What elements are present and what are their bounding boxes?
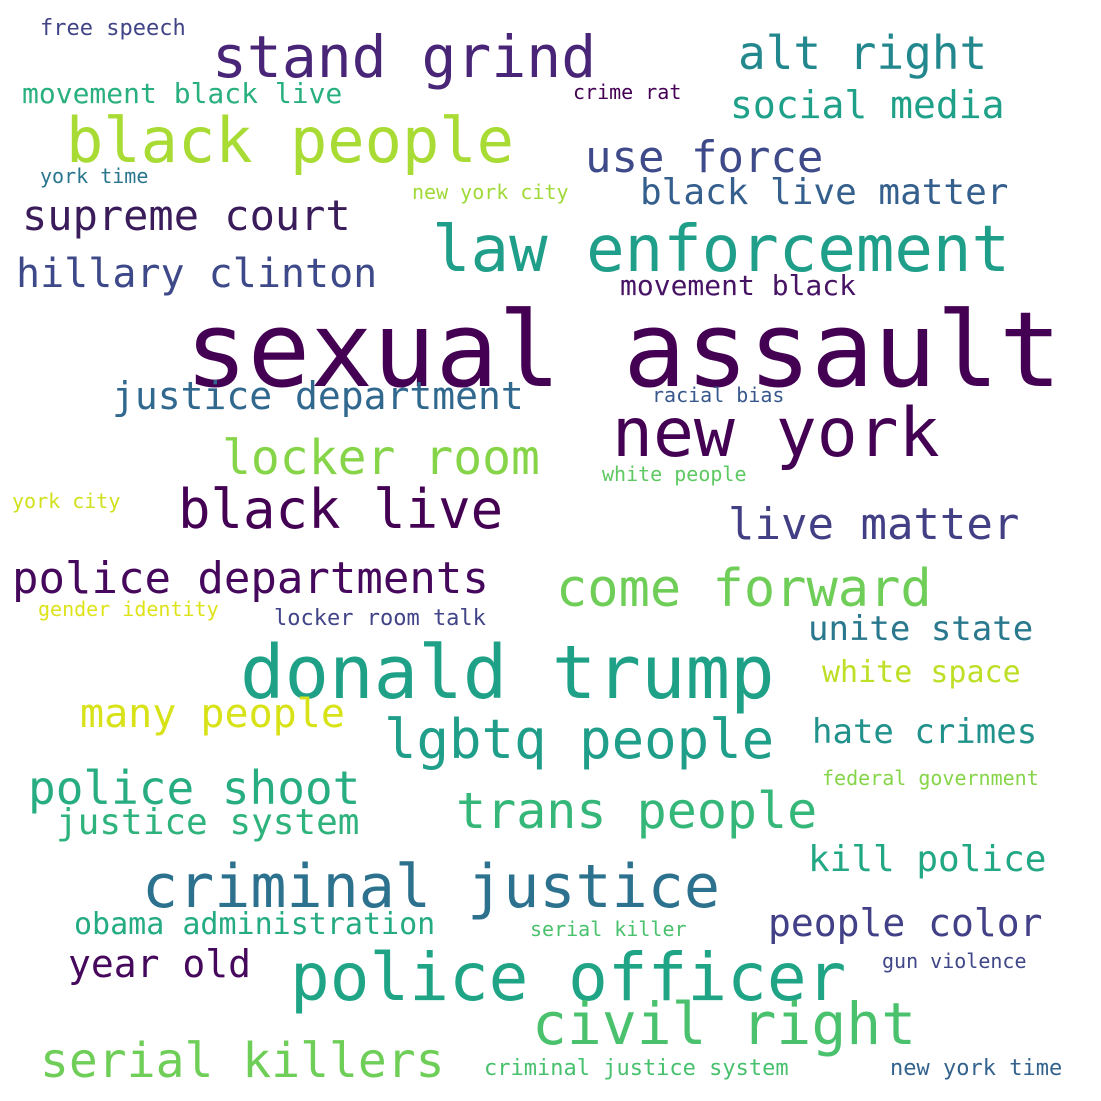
word-sexual-assault: sexual assault [185, 289, 1062, 411]
word-serial-killers: serial killers [40, 1033, 445, 1089]
word-police-officer: police officer [290, 939, 847, 1016]
word-law-enforcement: law enforcement [432, 213, 1010, 287]
word-year-old: year old [68, 942, 252, 986]
word-obama-administration: obama administration [74, 907, 436, 942]
word-alt-right: alt right [738, 26, 988, 80]
word-gender-identity: gender identity [38, 597, 219, 621]
word-hate-crimes: hate crimes [812, 712, 1038, 752]
word-movement-black-live: movement black live [22, 77, 343, 110]
word-free-speech: free speech [40, 16, 186, 41]
word-new-york-city: new york city [412, 180, 569, 204]
word-new-york: new york [612, 394, 940, 473]
word-people-color: people color [768, 901, 1043, 945]
word-white-space: white space [822, 655, 1021, 690]
word-civil-right: civil right [532, 990, 917, 1058]
word-use-force: use force [585, 132, 824, 183]
word-trans-people: trans people [456, 782, 818, 840]
word-criminal-justice: criminal justice [142, 852, 720, 922]
word-movement-black: movement black [620, 269, 857, 302]
word-york-city: york city [12, 489, 121, 513]
word-justice-system: justice system [56, 802, 360, 843]
word-supreme-court: supreme court [22, 191, 351, 240]
word-lgbtq-people: lgbtq people [384, 708, 775, 771]
word-white-people: white people [602, 462, 747, 486]
word-criminal-justice-system: criminal justice system [484, 1056, 789, 1081]
word-new-york-time: new york time [890, 1056, 1063, 1081]
word-black-live-matter: black live matter [640, 172, 1009, 213]
word-come-forward: come forward [556, 559, 932, 619]
word-stand-grind: stand grind [212, 23, 597, 91]
word-locker-room-talk: locker room talk [274, 606, 486, 631]
word-many-people: many people [80, 691, 345, 737]
word-black-live: black live [178, 478, 504, 541]
word-live-matter: live matter [728, 499, 1020, 550]
word-justice-department: justice department [112, 374, 524, 418]
word-hillary-clinton: hillary clinton [16, 251, 378, 297]
word-black-people: black people [66, 104, 514, 177]
word-crime-rat: crime rat [573, 80, 682, 104]
word-gun-violence: gun violence [882, 949, 1027, 973]
word-york-time: york time [40, 164, 149, 188]
word-police-shoot: police shoot [28, 761, 361, 815]
word-federal-government: federal government [822, 766, 1039, 790]
word-locker-room: locker room [222, 430, 540, 486]
word-serial-killer: serial killer [530, 917, 687, 941]
word-police-departments: police departments [12, 553, 489, 604]
word-racial-bias: racial bias [652, 383, 785, 407]
word-kill-police: kill police [808, 839, 1047, 880]
word-social-media: social media [730, 83, 1005, 127]
word-donald-trump: donald trump [240, 630, 775, 716]
word-unite-state: unite state [808, 609, 1034, 649]
